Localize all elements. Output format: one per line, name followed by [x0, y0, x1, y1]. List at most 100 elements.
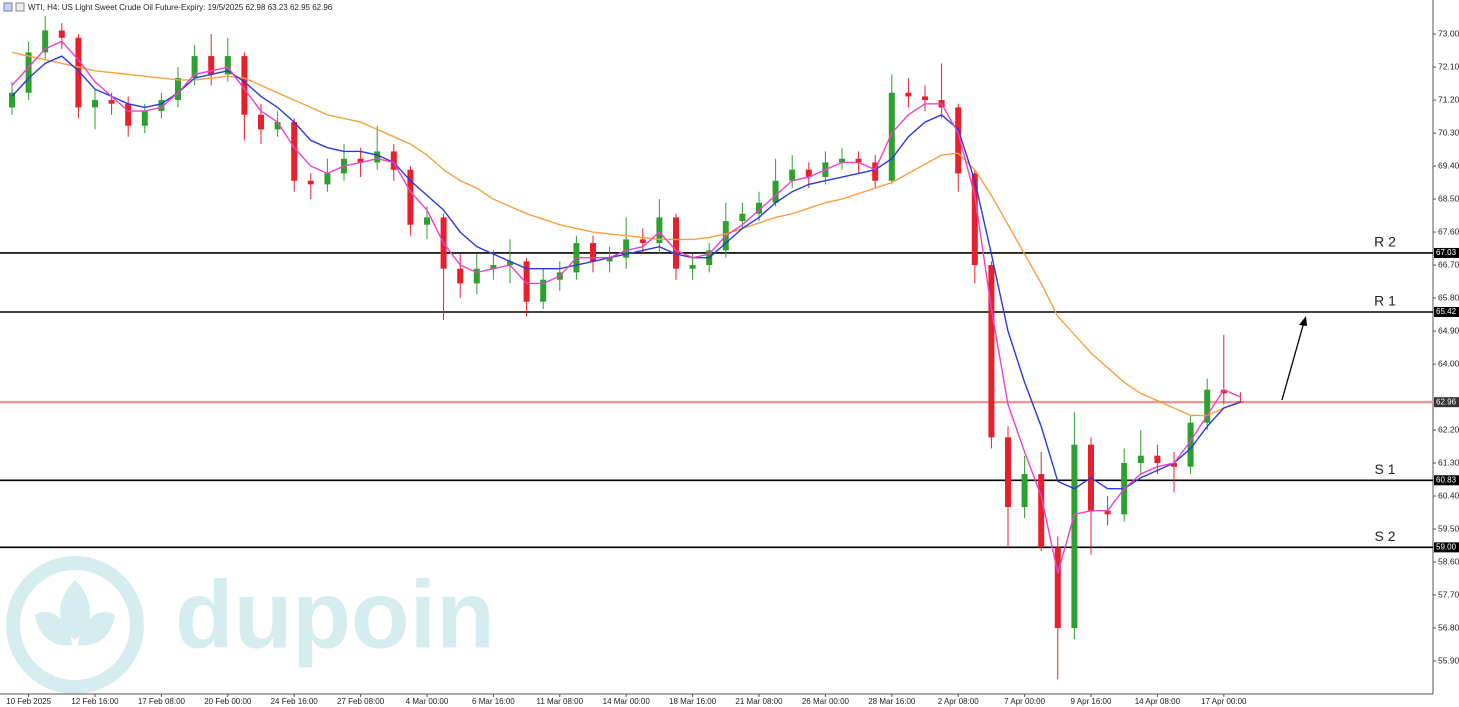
candle-body	[1171, 463, 1177, 467]
y-tick-label: 66.70	[1438, 259, 1459, 269]
level-value: 62.96	[1436, 397, 1457, 406]
candle-body	[58, 30, 65, 38]
candle-body	[872, 162, 879, 181]
candle-body	[9, 92, 15, 108]
x-tick-label: 9 Apr 16:00	[1071, 697, 1112, 706]
y-tick-label: 64.00	[1438, 358, 1459, 368]
candle-body	[175, 78, 181, 101]
candle-body	[1204, 389, 1211, 423]
candle-body	[191, 56, 198, 79]
candle-body	[407, 169, 414, 225]
candle-body	[507, 261, 513, 266]
candle-body	[590, 243, 596, 262]
icon	[3, 2, 13, 12]
watermark: dupoin	[6, 556, 495, 694]
candle-body	[523, 261, 530, 302]
y-tick-label: 60.40	[1438, 490, 1459, 500]
y-tick-label: 70.30	[1438, 127, 1459, 137]
candle-body	[490, 265, 497, 269]
candle-body	[390, 151, 397, 170]
y-tick-label: 69.40	[1438, 160, 1459, 170]
candle-body	[424, 217, 430, 225]
chart-title: WTI, H4: US Light Sweet Crude Oil Future…	[28, 3, 333, 12]
candle-body	[805, 169, 812, 178]
x-tick-label: 17 Apr 00:00	[1201, 697, 1247, 706]
x-tick-label: 28 Mar 16:00	[868, 697, 916, 706]
x-tick-label: 7 Apr 00:00	[1004, 697, 1045, 706]
x-tick-label: 26 Mar 00:00	[802, 697, 850, 706]
y-tick-label: 72.10	[1438, 61, 1459, 71]
candle-body	[141, 111, 148, 126]
candle-body	[125, 103, 132, 126]
candle-body	[1021, 474, 1028, 508]
candle-body	[1187, 422, 1194, 467]
candle-body	[623, 239, 630, 258]
x-tick-label: 11 Mar 08:00	[537, 697, 584, 706]
x-tick-label: 14 Apr 08:00	[1135, 697, 1181, 706]
level-tag	[1434, 306, 1459, 317]
level-value: 60.83	[1436, 475, 1457, 484]
candle-body	[1220, 389, 1227, 394]
level-name: S 2	[1374, 528, 1395, 544]
moving-average	[11, 40, 1241, 574]
candle-body	[42, 30, 49, 53]
x-tick-label: 20 Feb 00:00	[204, 697, 252, 706]
candle-body	[772, 180, 779, 203]
candle-body	[208, 56, 215, 75]
y-tick-label: 67.60	[1438, 226, 1459, 236]
ohlc-low: 62.95	[290, 3, 311, 12]
level-tag	[1434, 247, 1459, 258]
x-tick-label: 6 Mar 16:00	[472, 697, 515, 706]
x-tick-label: 12 Feb 16:00	[71, 697, 119, 706]
candle-body	[656, 217, 663, 244]
candle-body	[274, 122, 281, 130]
candle-body	[1104, 510, 1111, 515]
candle-body	[374, 151, 381, 163]
candle-body	[1038, 474, 1045, 548]
title: WTI, H4: US Light Sweet Crude Oil Future…	[28, 3, 244, 12]
candle-body	[689, 265, 696, 269]
x-tick-label: 4 Mar 00:00	[406, 697, 449, 706]
level-name: R 2	[1374, 234, 1396, 250]
y-tick-label: 68.50	[1438, 193, 1459, 203]
x-tick-label: 10 Feb 2025	[6, 697, 51, 706]
moving-average	[11, 51, 1241, 417]
y-tick-label: 56.80	[1438, 622, 1459, 632]
ohlc-open: 62.98	[245, 3, 266, 12]
level-value: 59.00	[1436, 542, 1457, 551]
y-tick-label: 64.90	[1438, 325, 1459, 335]
x-tick-label: 2 Apr 08:00	[938, 697, 979, 706]
candle-body	[324, 173, 331, 185]
y-tick-label: 55.90	[1438, 655, 1459, 665]
y-tick-label: 65.80	[1438, 292, 1459, 302]
candle-body	[92, 100, 98, 108]
icon	[15, 2, 25, 12]
arrow	[1281, 321, 1305, 401]
candle-body	[457, 268, 464, 284]
candle-body	[756, 202, 762, 214]
candle-body	[158, 100, 165, 112]
candle-body	[855, 158, 862, 163]
ohlc-close: 62.96	[312, 3, 333, 12]
y-tick-label: 59.50	[1438, 523, 1459, 533]
x-tick-label: 24 Feb 16:00	[271, 697, 319, 706]
candle-body	[25, 52, 32, 93]
candle-body	[1071, 444, 1078, 629]
candle-body	[473, 268, 480, 284]
candle-body	[1237, 401, 1244, 403]
candle-body	[739, 213, 746, 222]
x-tick-label: 17 Feb 08:00	[138, 697, 186, 706]
candle-body	[922, 96, 928, 101]
y-tick-label: 57.70	[1438, 589, 1459, 599]
candle-body	[1154, 455, 1161, 464]
level-tag	[1434, 542, 1459, 553]
y-tick-label: 73.00	[1438, 28, 1459, 38]
level-tag	[1434, 475, 1459, 486]
candle-body	[241, 56, 248, 115]
candle-body	[307, 180, 314, 185]
ohlc-high: 63.23	[268, 3, 289, 12]
level-name: R 1	[1374, 293, 1396, 309]
candle-body	[1005, 437, 1011, 508]
candle-body	[1137, 455, 1144, 464]
